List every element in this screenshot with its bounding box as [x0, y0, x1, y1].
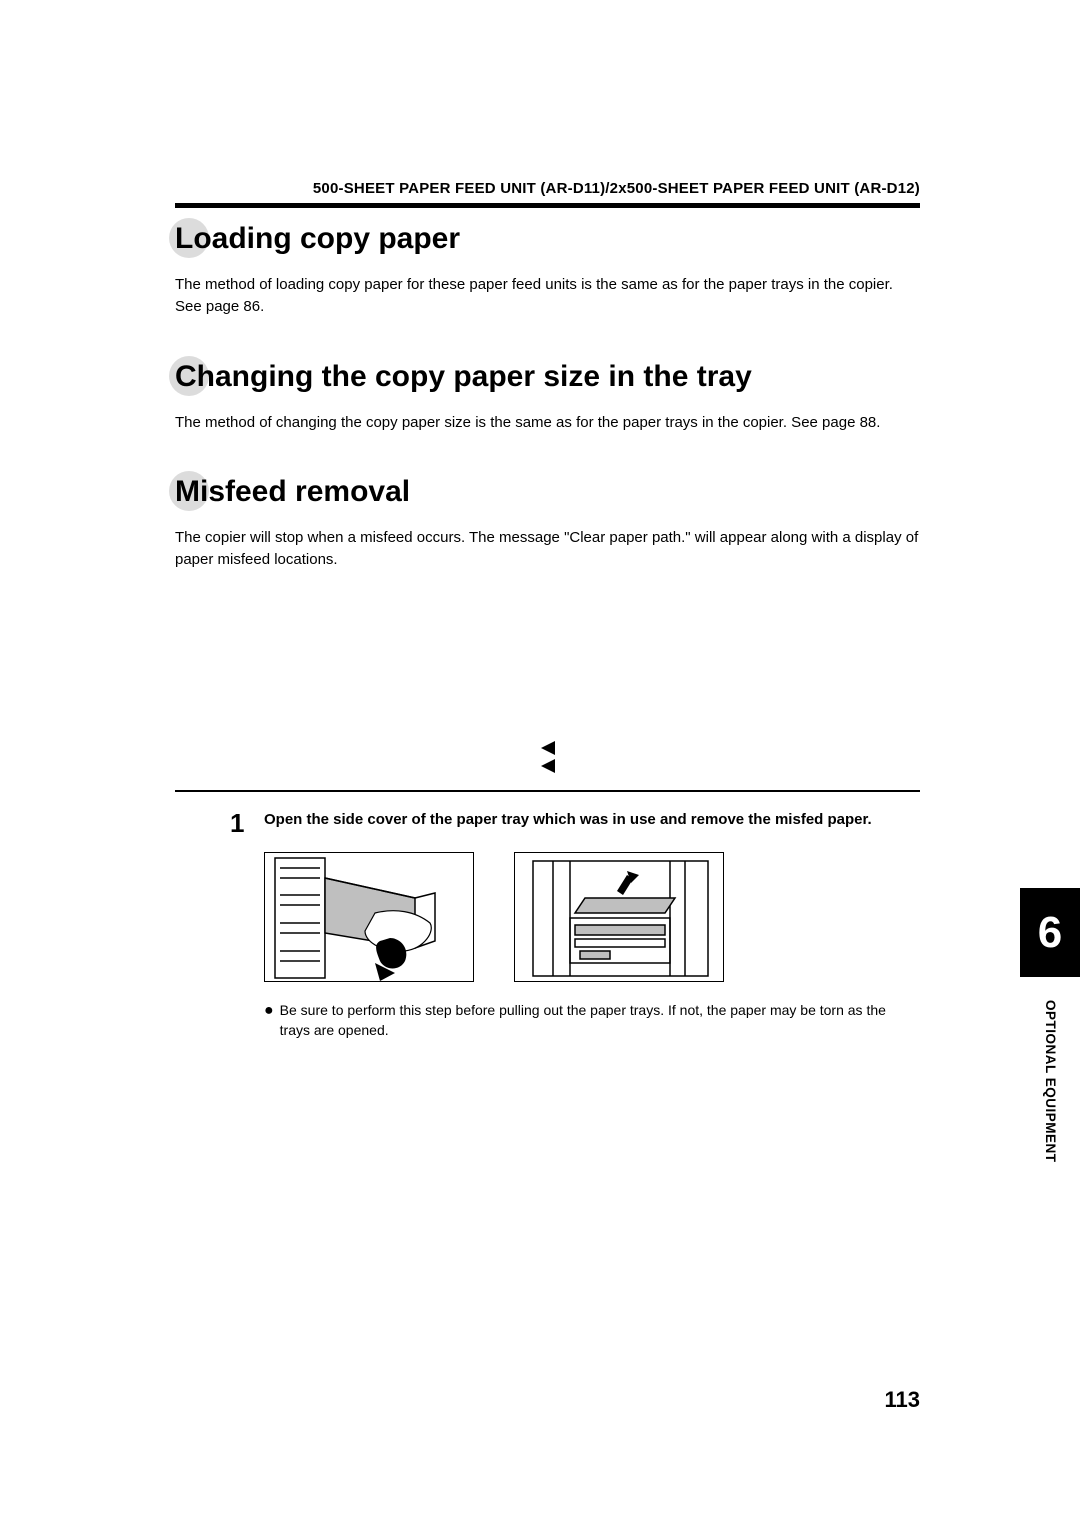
step-rule	[175, 790, 920, 792]
section-changing: Changing the copy paper size in the tray…	[175, 360, 920, 434]
step-number: 1	[230, 810, 250, 1041]
instruction-block: 1 Open the side cover of the paper tray …	[175, 741, 920, 1041]
step-1: 1 Open the side cover of the paper tray …	[175, 810, 920, 1041]
section-title: Misfeed removal	[175, 475, 920, 509]
chapter-number: 6	[1038, 908, 1062, 958]
illustration-row	[264, 852, 920, 982]
illustration-open-cover	[264, 852, 474, 982]
illustration-remove-paper	[514, 852, 724, 982]
side-label: OPTIONAL EQUIPMENT	[1043, 1000, 1058, 1163]
step-note: ● Be sure to perform this step before pu…	[264, 1000, 920, 1041]
misfeed-indicator-icon	[175, 741, 920, 780]
chapter-tab: 6	[1020, 888, 1080, 977]
section-body: The method of changing the copy paper si…	[175, 412, 920, 434]
section-body: The copier will stop when a misfeed occu…	[175, 527, 920, 571]
section-misfeed: Misfeed removal The copier will stop whe…	[175, 475, 920, 571]
step-title: Open the side cover of the paper tray wh…	[264, 810, 920, 830]
bullet-icon: ●	[264, 1000, 274, 1041]
section-title: Changing the copy paper size in the tray	[175, 360, 920, 394]
manual-page: 500-SHEET PAPER FEED UNIT (AR-D11)/2x500…	[0, 0, 1080, 1528]
page-number: 113	[885, 1387, 921, 1413]
header-rule	[175, 203, 920, 208]
section-loading: Loading copy paper The method of loading…	[175, 222, 920, 318]
section-title: Loading copy paper	[175, 222, 920, 256]
header-line: 500-SHEET PAPER FEED UNIT (AR-D11)/2x500…	[175, 180, 920, 197]
step-body: Open the side cover of the paper tray wh…	[264, 810, 920, 1041]
note-text: Be sure to perform this step before pull…	[280, 1000, 920, 1041]
section-body: The method of loading copy paper for the…	[175, 274, 920, 318]
